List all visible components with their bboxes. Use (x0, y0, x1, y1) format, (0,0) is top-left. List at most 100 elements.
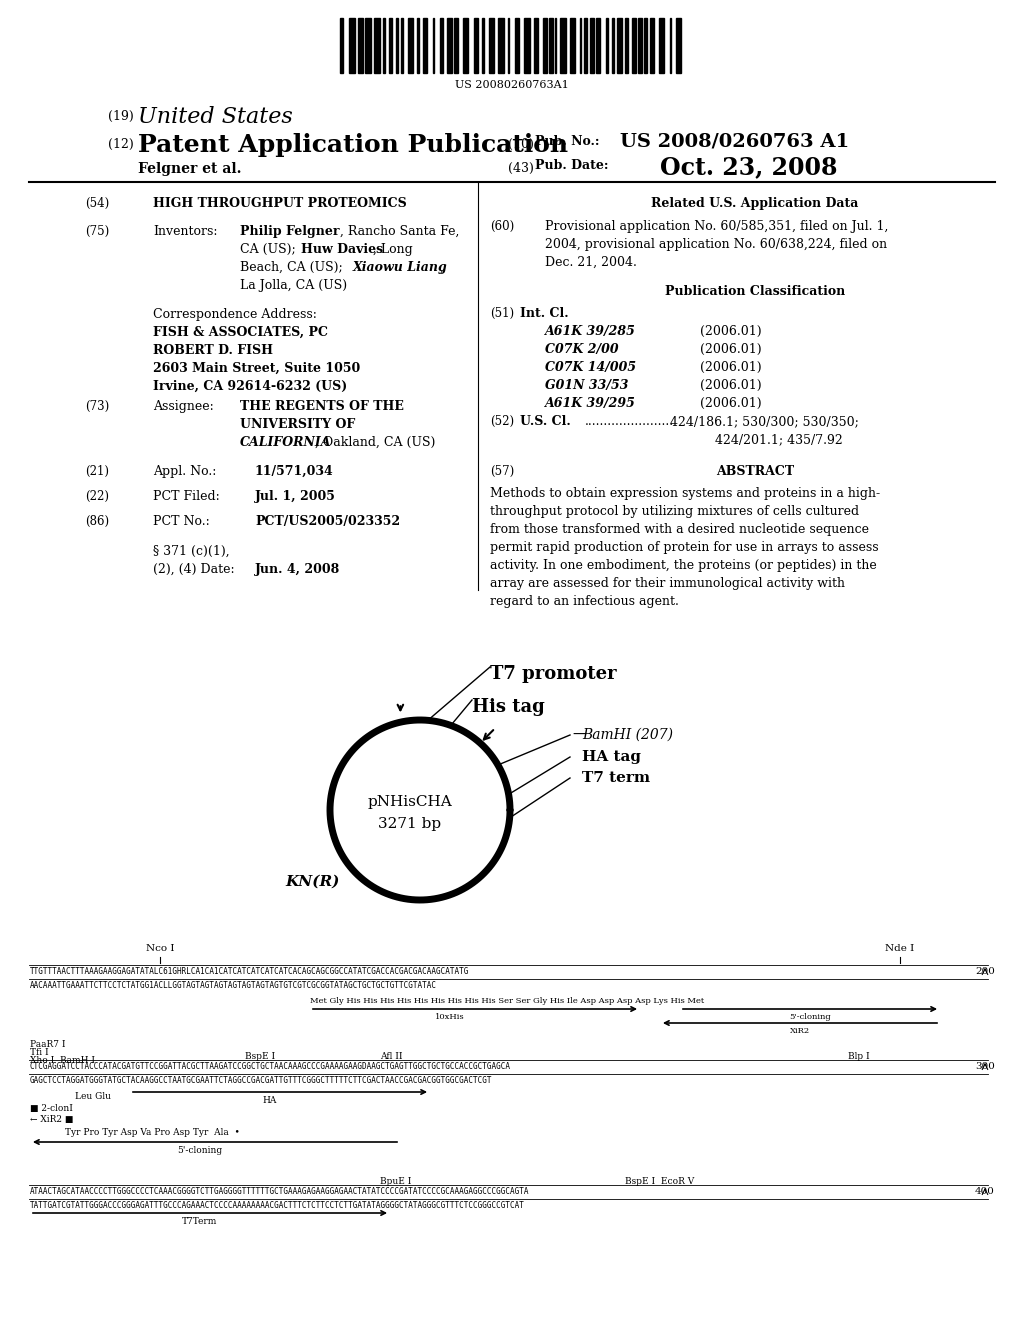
Text: A61K 39/295: A61K 39/295 (545, 397, 636, 411)
Bar (676, 18, 682, 73)
Text: Beach, CA (US);: Beach, CA (US); (240, 261, 347, 275)
Text: (19): (19) (108, 110, 134, 123)
Text: BspE I  EcoR V: BspE I EcoR V (625, 1177, 694, 1185)
Text: PCT Filed:: PCT Filed: (153, 490, 220, 503)
Bar (555, 18, 556, 73)
Text: Huw Davies: Huw Davies (301, 243, 383, 256)
Bar (401, 18, 403, 73)
Text: GAGCTCCTAGGATGGGTATGCTACAAGGCCTAATGCGAATTCTAGGCCGACGATTGTTTCGGGCTTTTTCTTCGACTAAC: GAGCTCCTAGGATGGGTATGCTACAAGGCCTAATGCGAAT… (30, 1076, 493, 1085)
Text: (2006.01): (2006.01) (700, 325, 762, 338)
Text: HIGH THROUGHPUT PROTEOMICS: HIGH THROUGHPUT PROTEOMICS (153, 197, 407, 210)
Bar (617, 18, 623, 73)
Text: .......................: ....................... (585, 414, 674, 428)
Bar (625, 18, 628, 73)
Text: Correspondence Address:: Correspondence Address: (153, 308, 316, 321)
Text: 300: 300 (975, 1063, 995, 1071)
Text: TTGTTTAACTTTAAAGAAGGAGATATALC61GHRLCA1CA1CATCATCATCATCATCACAGCAGCGGCCATATCGACCAC: TTGTTTAACTTTAAAGAAGGAGATATALC61GHRLCA1CA… (30, 968, 469, 975)
Text: Methods to obtain expression systems and proteins in a high-: Methods to obtain expression systems and… (490, 487, 880, 500)
Bar (365, 18, 371, 73)
Text: (43): (43) (508, 162, 534, 176)
Text: (57): (57) (490, 465, 514, 478)
Bar (515, 18, 519, 73)
Bar (596, 18, 600, 73)
Text: Pub. No.:: Pub. No.: (535, 135, 599, 148)
Text: T7 term: T7 term (582, 771, 650, 785)
Bar (560, 18, 566, 73)
Text: Leu Glu: Leu Glu (75, 1092, 111, 1101)
Bar (408, 18, 414, 73)
Text: ,: , (440, 261, 443, 275)
Text: HA: HA (263, 1096, 278, 1105)
Text: § 371 (c)(1),: § 371 (c)(1), (153, 545, 229, 558)
Text: Patent Application Publication: Patent Application Publication (138, 133, 568, 157)
Text: (21): (21) (85, 465, 109, 478)
Text: PaaR7 I: PaaR7 I (30, 1040, 66, 1049)
Text: (73): (73) (85, 400, 110, 413)
Bar (463, 18, 468, 73)
Bar (523, 18, 529, 73)
Bar (440, 18, 442, 73)
Text: Oct. 23, 2008: Oct. 23, 2008 (660, 154, 838, 180)
Bar (612, 18, 613, 73)
Bar (580, 18, 582, 73)
Text: ABSTRACT: ABSTRACT (716, 465, 794, 478)
Bar (569, 18, 574, 73)
Text: Xiaowu Liang: Xiaowu Liang (353, 261, 447, 275)
Text: 5'-cloning: 5'-cloning (177, 1146, 222, 1155)
Text: Nco I: Nco I (145, 944, 174, 953)
Text: 200: 200 (975, 968, 995, 975)
Bar (534, 18, 538, 73)
Text: La Jolla, CA (US): La Jolla, CA (US) (240, 279, 347, 292)
Text: array are assessed for their immunological activity with: array are assessed for their immunologic… (490, 577, 845, 590)
Text: T7Term: T7Term (182, 1217, 218, 1226)
Text: T7 promoter: T7 promoter (490, 665, 616, 682)
Text: (52): (52) (490, 414, 514, 428)
Bar (473, 18, 478, 73)
Text: US 2008/0260763 A1: US 2008/0260763 A1 (620, 133, 849, 150)
Text: , Rancho Santa Fe,: , Rancho Santa Fe, (340, 224, 460, 238)
Bar (349, 18, 355, 73)
Text: (60): (60) (490, 220, 514, 234)
Bar (417, 18, 419, 73)
Bar (396, 18, 397, 73)
Text: Jun. 4, 2008: Jun. 4, 2008 (255, 564, 340, 576)
Bar (446, 18, 452, 73)
Text: ROBERT D. FISH: ROBERT D. FISH (153, 345, 273, 356)
Text: KN(R): KN(R) (285, 875, 339, 888)
Text: THE REGENTS OF THE: THE REGENTS OF THE (240, 400, 403, 413)
Text: (12): (12) (108, 139, 134, 150)
Text: C07K 2/00: C07K 2/00 (545, 343, 618, 356)
Text: (22): (22) (85, 490, 109, 503)
Text: His tag: His tag (472, 698, 545, 715)
Text: ■ 2-clonI: ■ 2-clonI (30, 1104, 73, 1113)
Text: 5'-cloning: 5'-cloning (790, 1012, 830, 1020)
Text: BamHI (207): BamHI (207) (582, 729, 673, 742)
Text: Dec. 21, 2004.: Dec. 21, 2004. (545, 256, 637, 269)
Text: Tyr Pro Tyr Asp Va Pro Asp Tyr  Ala  •: Tyr Pro Tyr Asp Va Pro Asp Tyr Ala • (65, 1129, 240, 1137)
Bar (670, 18, 672, 73)
Text: ATAACTAGCATAACCCCTTGGGCCCCTCAAACGGGGTCTTGAGGGGTTTTTTGCTGAAAGAGAAGGAGAACTATATCCCC: ATAACTAGCATAACCCCTTGGGCCCCTCAAACGGGGTCTT… (30, 1187, 529, 1196)
Text: Met Gly His His His His His His His His His Ser Ser Gly His Ile Asp Asp Asp Asp : Met Gly His His His His His His His His … (310, 997, 705, 1005)
Text: G01N 33/53: G01N 33/53 (545, 379, 629, 392)
Text: 424/186.1; 530/300; 530/350;: 424/186.1; 530/300; 530/350; (670, 414, 859, 428)
Text: 11/571,034: 11/571,034 (255, 465, 334, 478)
Bar (423, 18, 427, 73)
Text: ← XiR2 ■: ← XiR2 ■ (30, 1115, 74, 1125)
Text: Related U.S. Application Data: Related U.S. Application Data (651, 197, 859, 210)
Bar (638, 18, 642, 73)
Bar (383, 18, 385, 73)
Text: Appl. No.:: Appl. No.: (153, 465, 216, 478)
Text: 2004, provisional application No. 60/638,224, filed on: 2004, provisional application No. 60/638… (545, 238, 887, 251)
Bar (543, 18, 547, 73)
Text: Int. Cl.: Int. Cl. (520, 308, 568, 319)
Text: (54): (54) (85, 197, 110, 210)
Text: Tfi I: Tfi I (30, 1048, 48, 1057)
Bar (591, 18, 594, 73)
Text: TATTGATCGTATTGGGACCCGGGAGATTTGCCCAGAAACTCCCCAAAAAAAACGACTTTCTCTTCCTCTTGATATAGGGG: TATTGATCGTATTGGGACCCGGGAGATTTGCCCAGAAACT… (30, 1201, 525, 1210)
Text: A61K 39/285: A61K 39/285 (545, 325, 636, 338)
Bar (659, 18, 664, 73)
Bar (605, 18, 608, 73)
Text: (10): (10) (508, 139, 534, 150)
Bar (650, 18, 654, 73)
Bar (508, 18, 510, 73)
